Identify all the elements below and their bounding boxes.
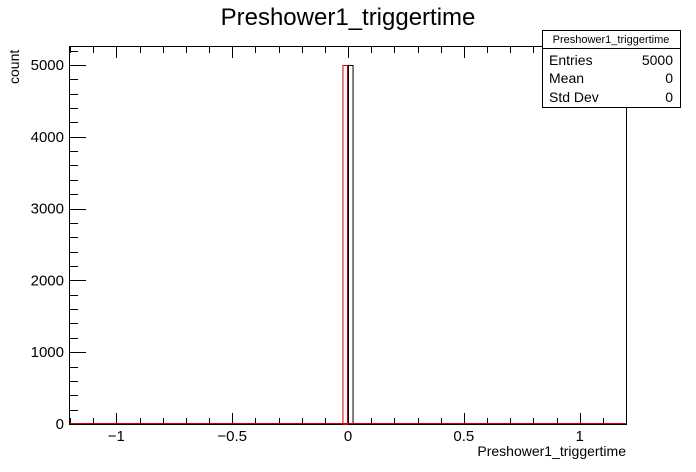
y-tick-label: 1000 bbox=[31, 344, 64, 361]
stats-box-title: Preshower1_triggertime bbox=[553, 34, 670, 46]
x-axis-title: Preshower1_triggertime bbox=[477, 443, 626, 459]
y-tick-label: 2000 bbox=[31, 272, 64, 289]
x-tick-label: −0.5 bbox=[217, 428, 247, 445]
stats-box: Preshower1_triggertime Entries 5000 Mean… bbox=[542, 30, 681, 108]
stats-entries-value: 5000 bbox=[642, 52, 673, 68]
x-tick-label: 0.5 bbox=[453, 428, 474, 445]
stats-entries-label: Entries bbox=[549, 52, 593, 68]
y-axis-title: count bbox=[6, 50, 22, 84]
histogram-bars bbox=[70, 64, 626, 425]
stats-box-frame bbox=[542, 30, 681, 108]
y-tick-label: 3000 bbox=[31, 201, 64, 218]
y-tick-label: 5000 bbox=[31, 57, 64, 74]
y-tick-label: 4000 bbox=[31, 129, 64, 146]
stats-mean-label: Mean bbox=[549, 70, 584, 86]
histogram-bar bbox=[342, 64, 349, 425]
histogram-bar bbox=[348, 64, 354, 425]
chart-title: Preshower1_triggertime bbox=[221, 4, 476, 31]
x-tick-label: 1 bbox=[575, 428, 583, 445]
stats-stddev-label: Std Dev bbox=[549, 89, 599, 105]
stats-stddev-value: 0 bbox=[665, 89, 673, 105]
x-tick-label: 0 bbox=[344, 428, 352, 445]
y-tick-label: 0 bbox=[56, 416, 64, 433]
axis-tick-labels: −1 −0.5 0 0.5 1 0 1000 2000 3000 4000 5000 bbox=[31, 57, 584, 445]
x-tick-label: −1 bbox=[108, 428, 125, 445]
stats-mean-value: 0 bbox=[665, 70, 673, 86]
